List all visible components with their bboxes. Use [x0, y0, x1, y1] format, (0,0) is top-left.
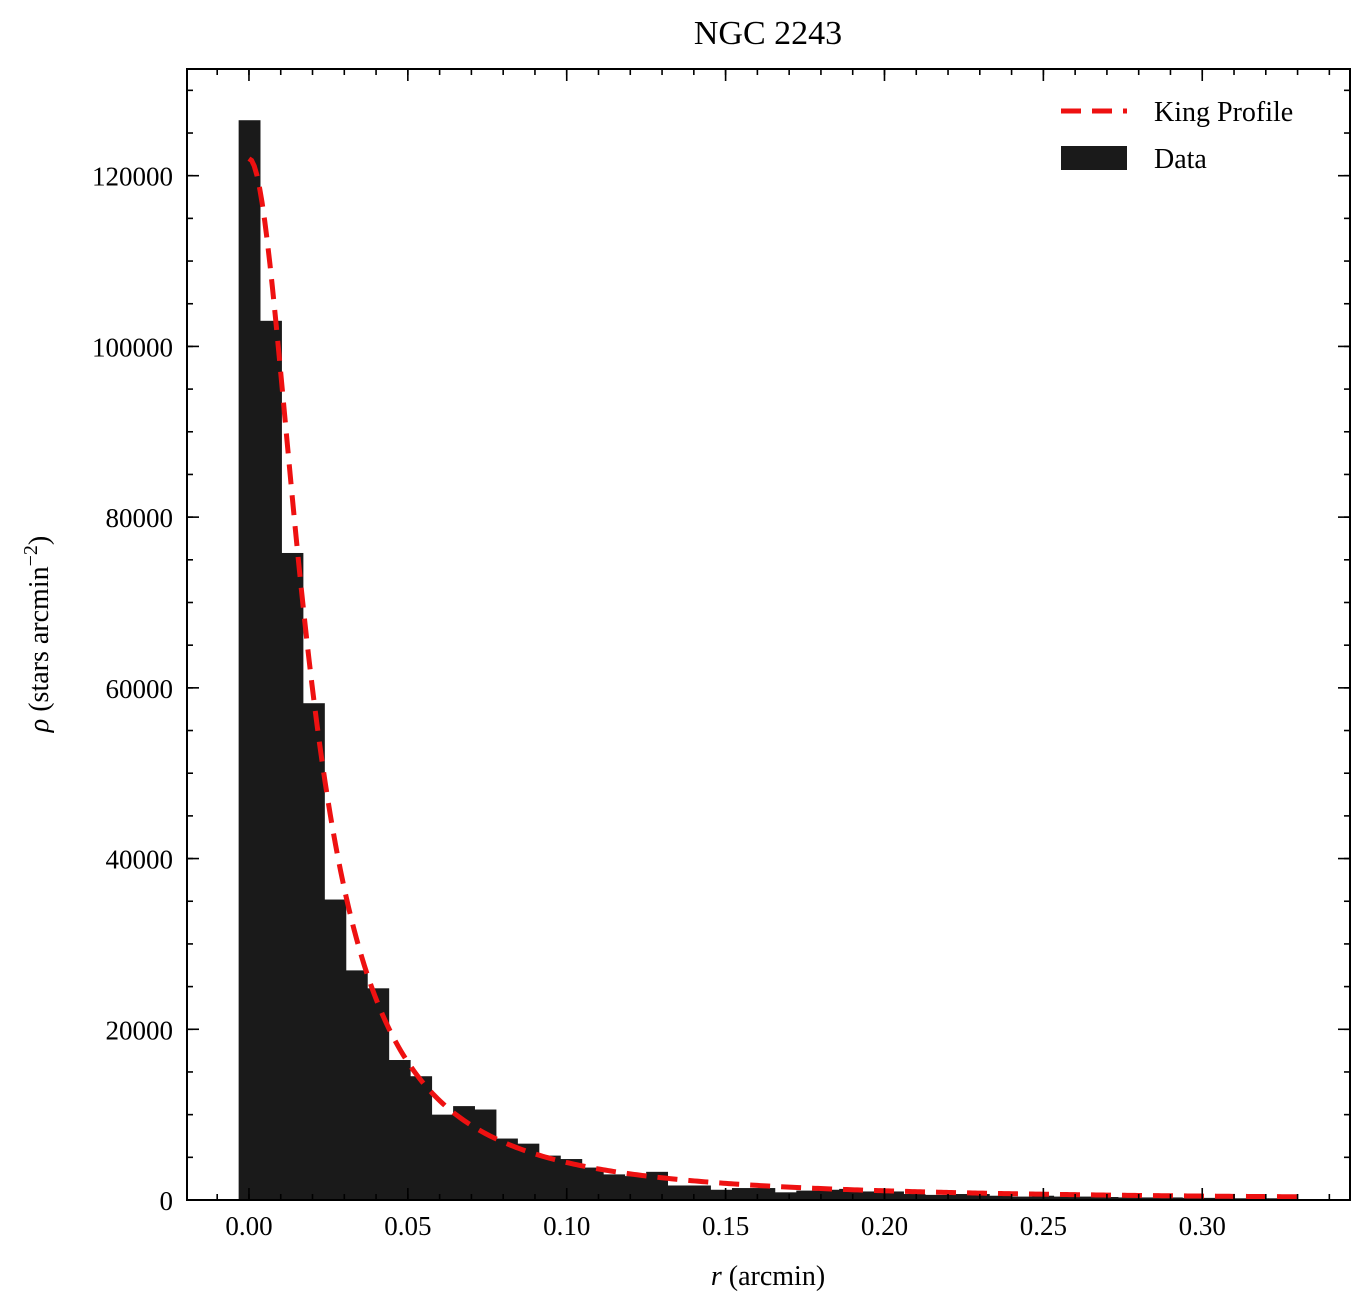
- histogram-bar: [474, 1109, 497, 1200]
- axis-ticks: [187, 69, 1350, 1201]
- histogram-bar: [281, 552, 304, 1200]
- histogram-bar: [538, 1155, 561, 1200]
- legend: King Profile Data: [1061, 97, 1293, 175]
- histogram-bar: [517, 1143, 540, 1200]
- x-axis-unit: (arcmin): [722, 1261, 825, 1292]
- legend-data-swatch: [1061, 146, 1127, 170]
- histogram-bar: [925, 1194, 947, 1200]
- histogram-bar: [903, 1194, 926, 1200]
- x-axis-variable: r: [711, 1261, 722, 1292]
- histogram-bar: [260, 320, 282, 1200]
- histogram-bar: [624, 1176, 647, 1200]
- y-tick-label: 60000: [106, 674, 174, 704]
- histogram-bar: [1203, 1197, 1226, 1200]
- histogram-bar: [989, 1195, 1012, 1200]
- histogram-bar: [581, 1167, 604, 1200]
- x-tick-labels: 0.00 0.05 0.10 0.15 0.20 0.25 0.30: [225, 1211, 1226, 1241]
- x-tick-label: 0.20: [861, 1211, 908, 1241]
- histogram-bar: [324, 899, 347, 1200]
- histogram-bar: [1182, 1197, 1205, 1200]
- histogram-bar: [710, 1189, 733, 1200]
- y-axis-unit-close: ): [24, 536, 55, 545]
- histogram-bar: [689, 1185, 711, 1200]
- histogram-bar: [1160, 1197, 1183, 1200]
- legend-king-profile-label: King Profile: [1154, 97, 1293, 128]
- histogram-bar: [560, 1159, 583, 1200]
- histogram-bar: [345, 970, 368, 1200]
- x-axis-label: r (arcmin): [711, 1261, 825, 1292]
- y-axis-variable: ρ: [24, 719, 55, 733]
- plot-frame: [186, 68, 1351, 1201]
- y-tick-label: 120000: [92, 162, 173, 192]
- x-tick-label: 0.30: [1179, 1211, 1226, 1241]
- histogram-bar: [882, 1191, 904, 1200]
- histogram-bar: [1118, 1197, 1140, 1200]
- y-tick-label: 80000: [106, 503, 174, 533]
- histogram-bar: [967, 1194, 990, 1200]
- histogram-bar: [1010, 1196, 1033, 1200]
- histogram-bar: [946, 1194, 969, 1200]
- histogram-bar: [753, 1188, 776, 1200]
- y-tick-label: 100000: [92, 332, 173, 362]
- histogram-bar: [238, 120, 261, 1201]
- y-tick-label: 40000: [106, 845, 174, 875]
- histogram-bar: [1053, 1196, 1076, 1200]
- histogram-bar: [367, 988, 390, 1200]
- x-tick-label: 0.10: [543, 1211, 590, 1241]
- king-profile-line: [247, 156, 1298, 1200]
- x-tick-label: 0.00: [225, 1211, 272, 1241]
- y-tick-label: 20000: [106, 1015, 174, 1045]
- x-tick-label: 0.25: [1020, 1211, 1067, 1241]
- histogram-bar: [860, 1191, 883, 1200]
- histogram-bar: [817, 1189, 840, 1200]
- king-profile-curve: [247, 156, 1298, 1200]
- histogram-bars: [238, 120, 1291, 1201]
- histogram-bar: [603, 1174, 626, 1200]
- histogram-bar: [839, 1188, 862, 1200]
- histogram-bar: [731, 1188, 754, 1200]
- legend-data-label: Data: [1154, 144, 1207, 175]
- histogram-bar: [410, 1076, 433, 1200]
- histogram-bar: [667, 1185, 690, 1200]
- histogram-bar: [388, 1060, 411, 1200]
- y-axis-label: ρ (stars arcmin−2): [20, 536, 55, 733]
- y-axis-unit-exponent: −2: [20, 545, 42, 566]
- histogram-bar: [1139, 1197, 1162, 1200]
- histogram-bar: [453, 1106, 475, 1200]
- histogram-bar: [302, 703, 325, 1200]
- histogram-bar: [796, 1190, 819, 1200]
- chart-title: NGC 2243: [694, 15, 842, 52]
- histogram-bar: [774, 1192, 797, 1200]
- histogram-bar: [496, 1138, 518, 1200]
- y-tick-labels: 0 20000 40000 60000 80000 100000 120000: [92, 162, 173, 1216]
- x-tick-label: 0.15: [702, 1211, 749, 1241]
- y-tick-label: 0: [160, 1186, 174, 1216]
- histogram-bar: [431, 1114, 454, 1200]
- y-axis-unit: (stars arcmin: [24, 566, 55, 718]
- histogram-bar: [1075, 1196, 1097, 1200]
- x-tick-label: 0.05: [384, 1211, 431, 1241]
